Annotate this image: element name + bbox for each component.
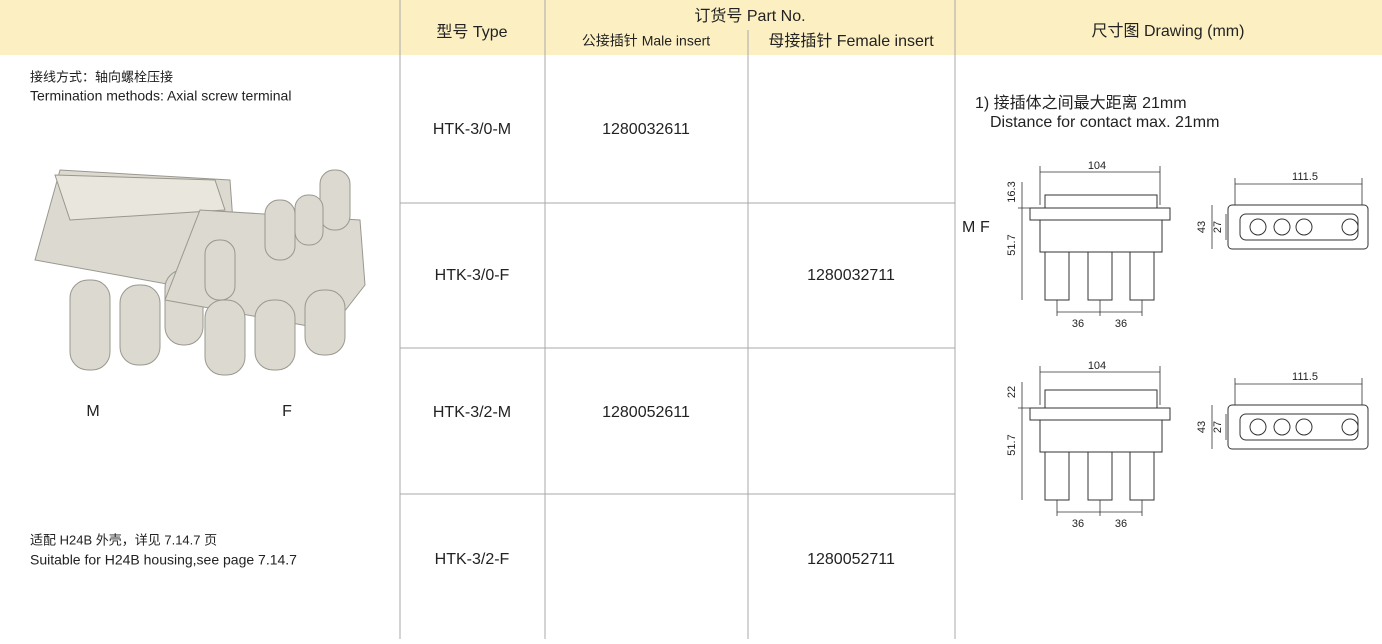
termination-cn: 接线方式：轴向螺栓压接 — [30, 69, 173, 84]
contact — [1249, 218, 1267, 236]
contact-barrel — [1044, 251, 1070, 301]
contact — [1295, 218, 1313, 236]
type-cell: HTK-3/0-M — [433, 121, 511, 138]
dim-line — [1234, 378, 1363, 405]
drawing-note-cn: 1) 接插体之间最大距离 21mm — [975, 94, 1187, 112]
contact-barrel — [1129, 451, 1155, 501]
dim-face-height: 43 — [1196, 221, 1208, 233]
contact — [1295, 418, 1313, 436]
header-male: 公接插针 Male insert — [582, 33, 710, 49]
type-cell: HTK-3/2-F — [435, 551, 510, 568]
dim-line — [1039, 166, 1161, 205]
male-part-no: 1280032611 — [602, 121, 690, 138]
dim-line — [1056, 500, 1143, 516]
dim-body-height: 51.7 — [1006, 234, 1018, 255]
product-photo — [34, 169, 366, 376]
contact — [1249, 418, 1267, 436]
mounting-plate — [1029, 407, 1171, 421]
body — [1039, 219, 1163, 253]
contact-barrel — [1087, 251, 1113, 301]
photo-label: F — [282, 403, 292, 420]
dim-top-height: 16.3 — [1006, 181, 1018, 202]
dim-face-inner: 27 — [1212, 421, 1224, 433]
dim-pitch: 36 — [1115, 518, 1127, 530]
contact-barrel — [1044, 451, 1070, 501]
header-order-no: 订货号 Part No. — [694, 7, 805, 25]
dim-line — [1018, 182, 1030, 300]
housing-top — [1044, 389, 1158, 409]
type-cell: HTK-3/2-M — [433, 404, 511, 421]
dimension-drawing: 104 16.3 51.7 36 36 111.5 43 27 — [1006, 160, 1369, 330]
view-label: F — [980, 219, 990, 236]
dim-width: 104 — [1088, 360, 1106, 372]
contact — [1273, 418, 1291, 436]
type-cell: HTK-3/0-F — [435, 267, 510, 284]
dim-body-height: 51.7 — [1006, 434, 1018, 455]
dim-face-width: 111.5 — [1292, 371, 1318, 383]
dim-pitch: 36 — [1115, 318, 1127, 330]
dim-line — [1211, 205, 1227, 249]
photo-label: M — [86, 403, 99, 420]
contact — [1273, 218, 1291, 236]
contact-barrel — [1087, 451, 1113, 501]
dim-top-height: 22 — [1006, 386, 1018, 398]
female-part-no: 1280032711 — [807, 267, 895, 284]
view-label: M — [962, 219, 975, 236]
housing-en: Suitable for H24B housing,see page 7.14.… — [30, 552, 297, 568]
dim-line — [1211, 405, 1227, 449]
dim-face-height: 43 — [1196, 421, 1208, 433]
housing-cn: 适配 H24B 外壳，详见 7.14.7 页 — [30, 532, 217, 547]
contact — [1341, 218, 1359, 236]
header-female: 母接插针 Female insert — [768, 32, 934, 50]
dim-line — [1039, 366, 1161, 405]
body — [1039, 419, 1163, 453]
female-part-no: 1280052711 — [807, 551, 895, 568]
contact — [1341, 418, 1359, 436]
contact-barrel — [1129, 251, 1155, 301]
dimension-drawing: 104 22 51.7 36 36 111.5 43 27 — [1006, 360, 1369, 530]
dim-face-width: 111.5 — [1292, 171, 1318, 183]
drawing-note-en: Distance for contact max. 21mm — [990, 114, 1219, 131]
termination-en: Termination methods: Axial screw termina… — [30, 88, 291, 104]
male-part-no: 1280052611 — [602, 404, 690, 421]
mounting-plate — [1029, 207, 1171, 221]
header-drawing: 尺寸图 Drawing (mm) — [1092, 22, 1245, 40]
dim-line — [1234, 178, 1363, 205]
dim-face-inner: 27 — [1212, 221, 1224, 233]
housing-top — [1044, 194, 1158, 209]
dim-line — [1056, 300, 1143, 316]
dim-pitch: 36 — [1072, 518, 1084, 530]
dim-line — [1018, 382, 1030, 500]
header-type: 型号 Type — [436, 23, 507, 41]
dim-pitch: 36 — [1072, 318, 1084, 330]
header-band — [0, 0, 1382, 55]
dim-width: 104 — [1088, 160, 1106, 172]
